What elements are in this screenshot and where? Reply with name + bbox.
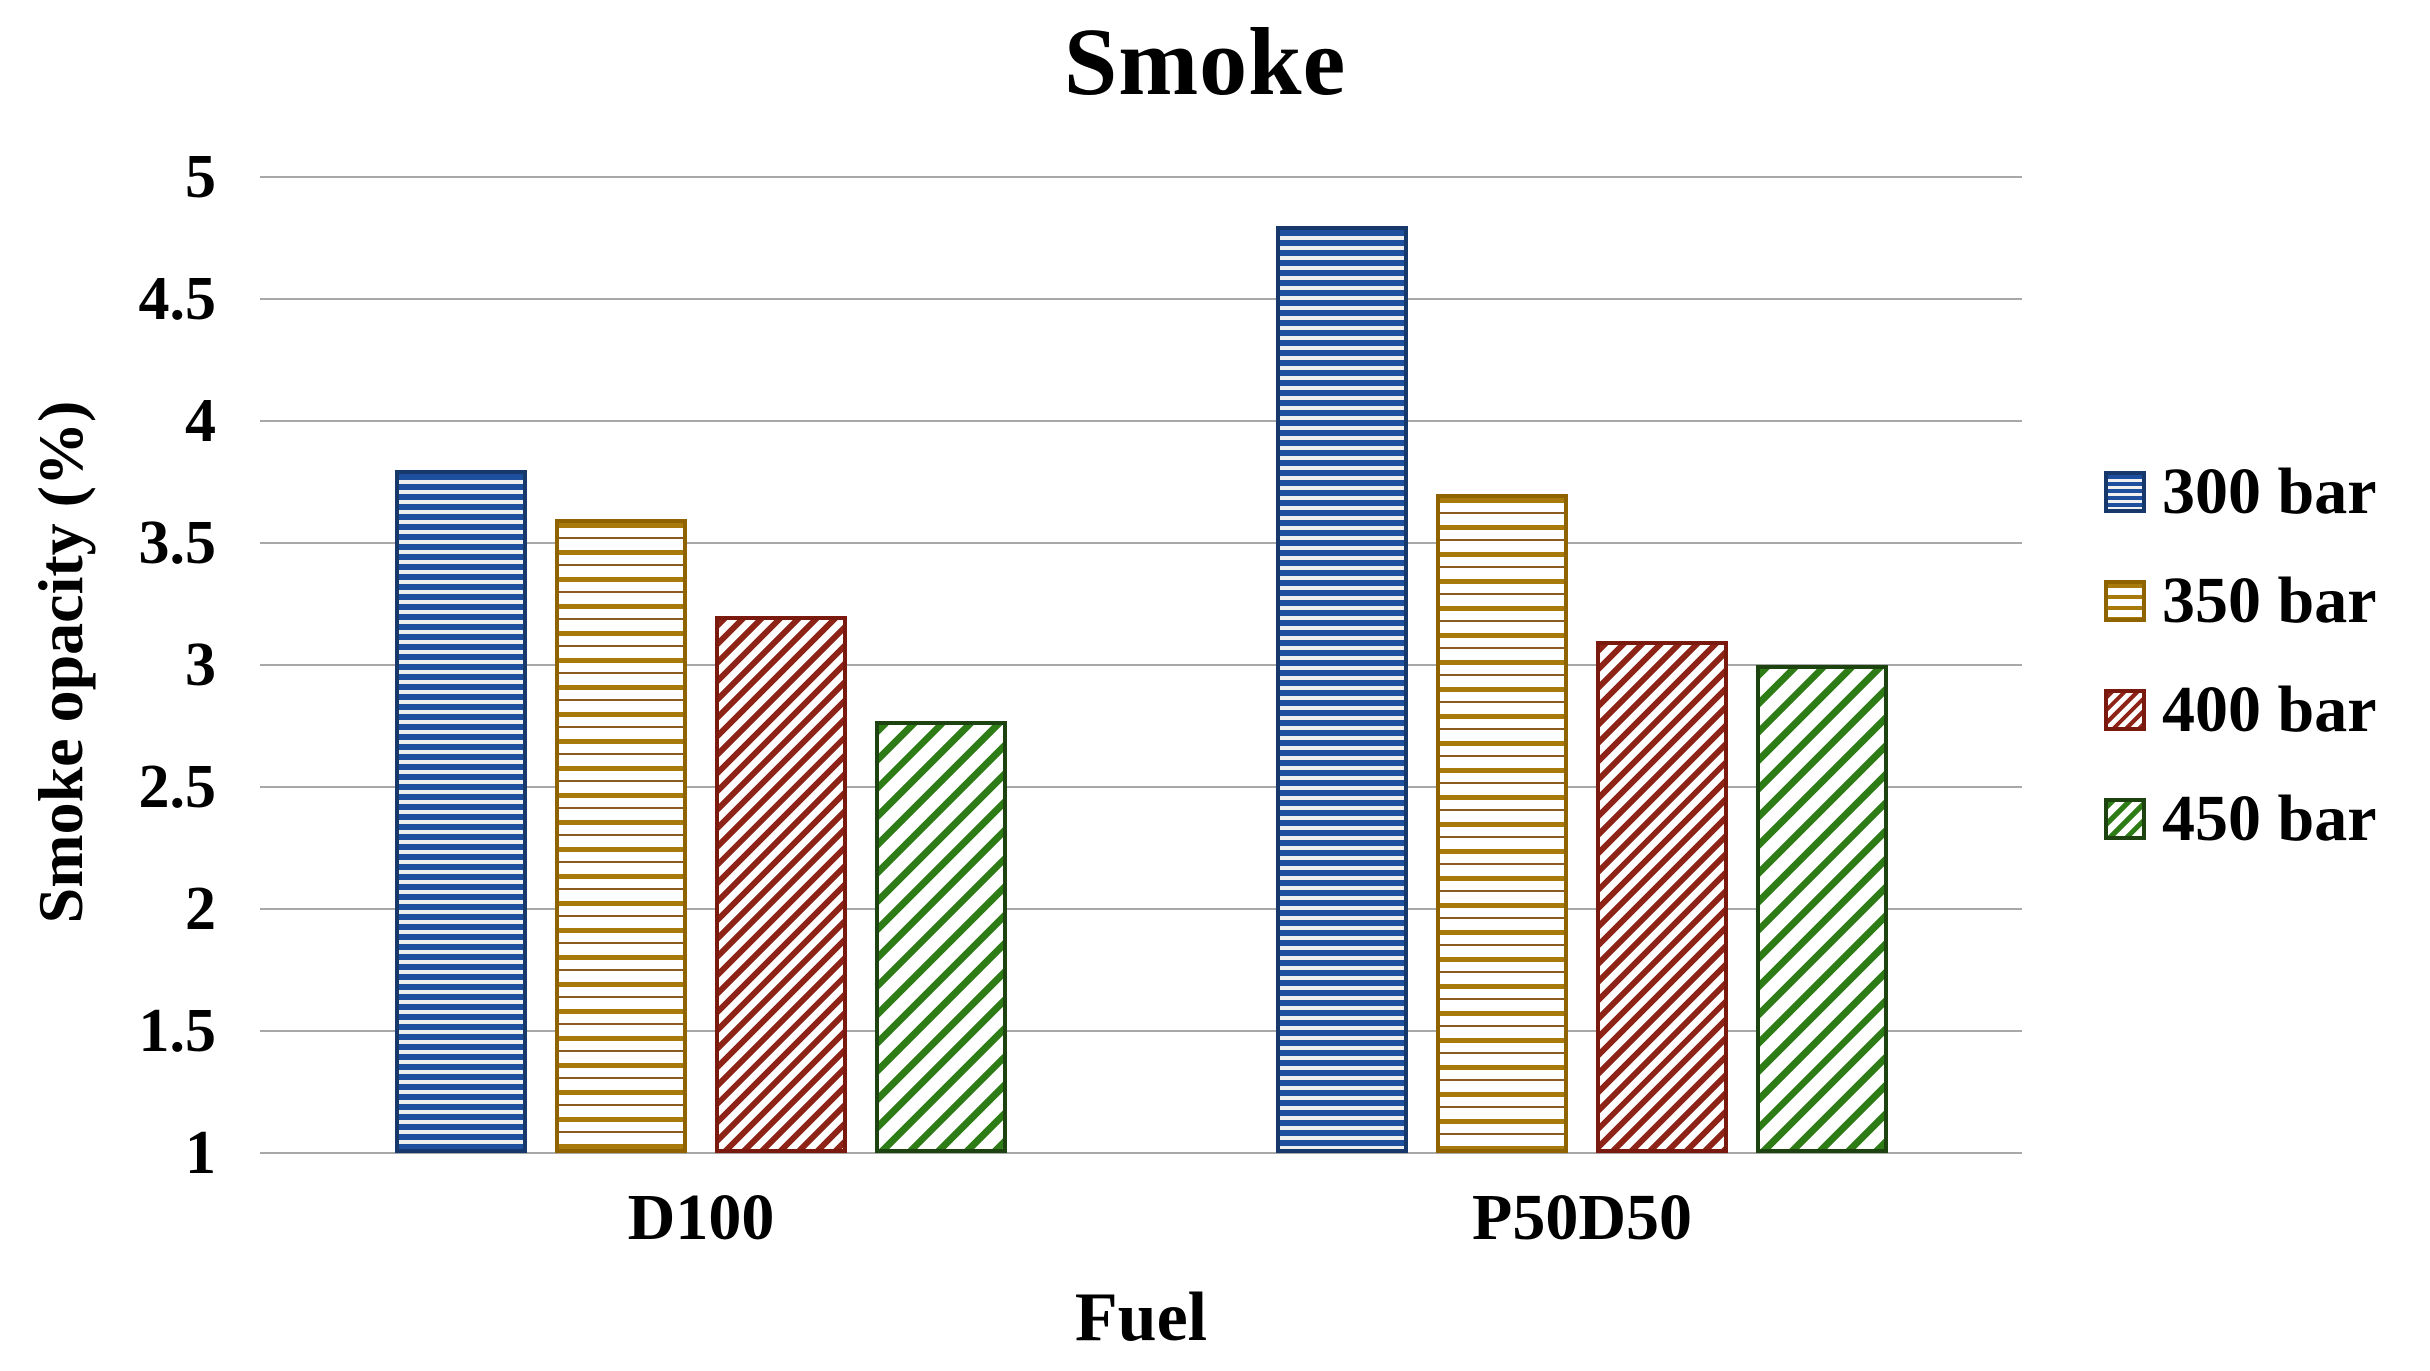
gridline-y-5: [260, 176, 2022, 178]
legend-label-350bar: 350 bar: [2162, 564, 2377, 637]
legend-label-300bar: 300 bar: [2162, 455, 2377, 528]
legend-swatch-350bar-icon: [2104, 580, 2146, 622]
bar-p50d50-450bar: [1756, 665, 1888, 1153]
legend-entry-350bar: 350 bar: [2104, 559, 2424, 643]
y-tick-label-4.5: 4.5: [138, 265, 217, 333]
bar-p50d50-400bar: [1596, 640, 1728, 1153]
gridline-y-1: [260, 1152, 2022, 1154]
y-tick-label-2.5: 2.5: [138, 753, 217, 821]
y-tick-label-3.5: 3.5: [138, 509, 217, 577]
bar-d100-300bar: [395, 469, 527, 1153]
gridline-y-3.5: [260, 542, 2022, 544]
y-tick-label-3: 3: [185, 631, 216, 699]
y-tick-label-1.5: 1.5: [138, 997, 217, 1065]
legend-entry-400bar: 400 bar: [2104, 668, 2424, 752]
legend-label-400bar: 400 bar: [2162, 673, 2377, 746]
legend-entry-450bar: 450 bar: [2104, 777, 2424, 861]
y-tick-label-1: 1: [185, 1119, 216, 1187]
legend-swatch-450bar-icon: [2104, 798, 2146, 840]
legend-label-450bar: 450 bar: [2162, 782, 2377, 855]
legend-swatch-300bar-icon: [2104, 471, 2146, 513]
bar-p50d50-300bar: [1276, 225, 1408, 1153]
bar-d100-450bar: [875, 721, 1007, 1153]
x-category-label-d100: D100: [627, 1181, 775, 1254]
bar-d100-350bar: [555, 518, 687, 1153]
gridline-y-4.5: [260, 298, 2022, 300]
chart-title: Smoke: [1063, 8, 1347, 115]
gridline-y-2: [260, 908, 2022, 910]
bar-p50d50-350bar: [1436, 494, 1568, 1153]
x-category-label-p50d50: P50D50: [1472, 1181, 1692, 1254]
y-tick-label-2: 2: [185, 875, 216, 943]
x-axis-title: Fuel: [1074, 1279, 1208, 1356]
legend: 300 bar 350 bar 400 bar 450 bar: [2104, 450, 2424, 886]
gridline-y-4: [260, 420, 2022, 422]
y-tick-label-4: 4: [185, 387, 216, 455]
y-tick-label-5: 5: [185, 143, 216, 211]
gridline-y-3: [260, 664, 2022, 666]
legend-entry-300bar: 300 bar: [2104, 450, 2424, 534]
gridline-y-2.5: [260, 786, 2022, 788]
gridline-y-1.5: [260, 1030, 2022, 1032]
bar-d100-400bar: [715, 616, 847, 1153]
legend-swatch-400bar-icon: [2104, 689, 2146, 731]
